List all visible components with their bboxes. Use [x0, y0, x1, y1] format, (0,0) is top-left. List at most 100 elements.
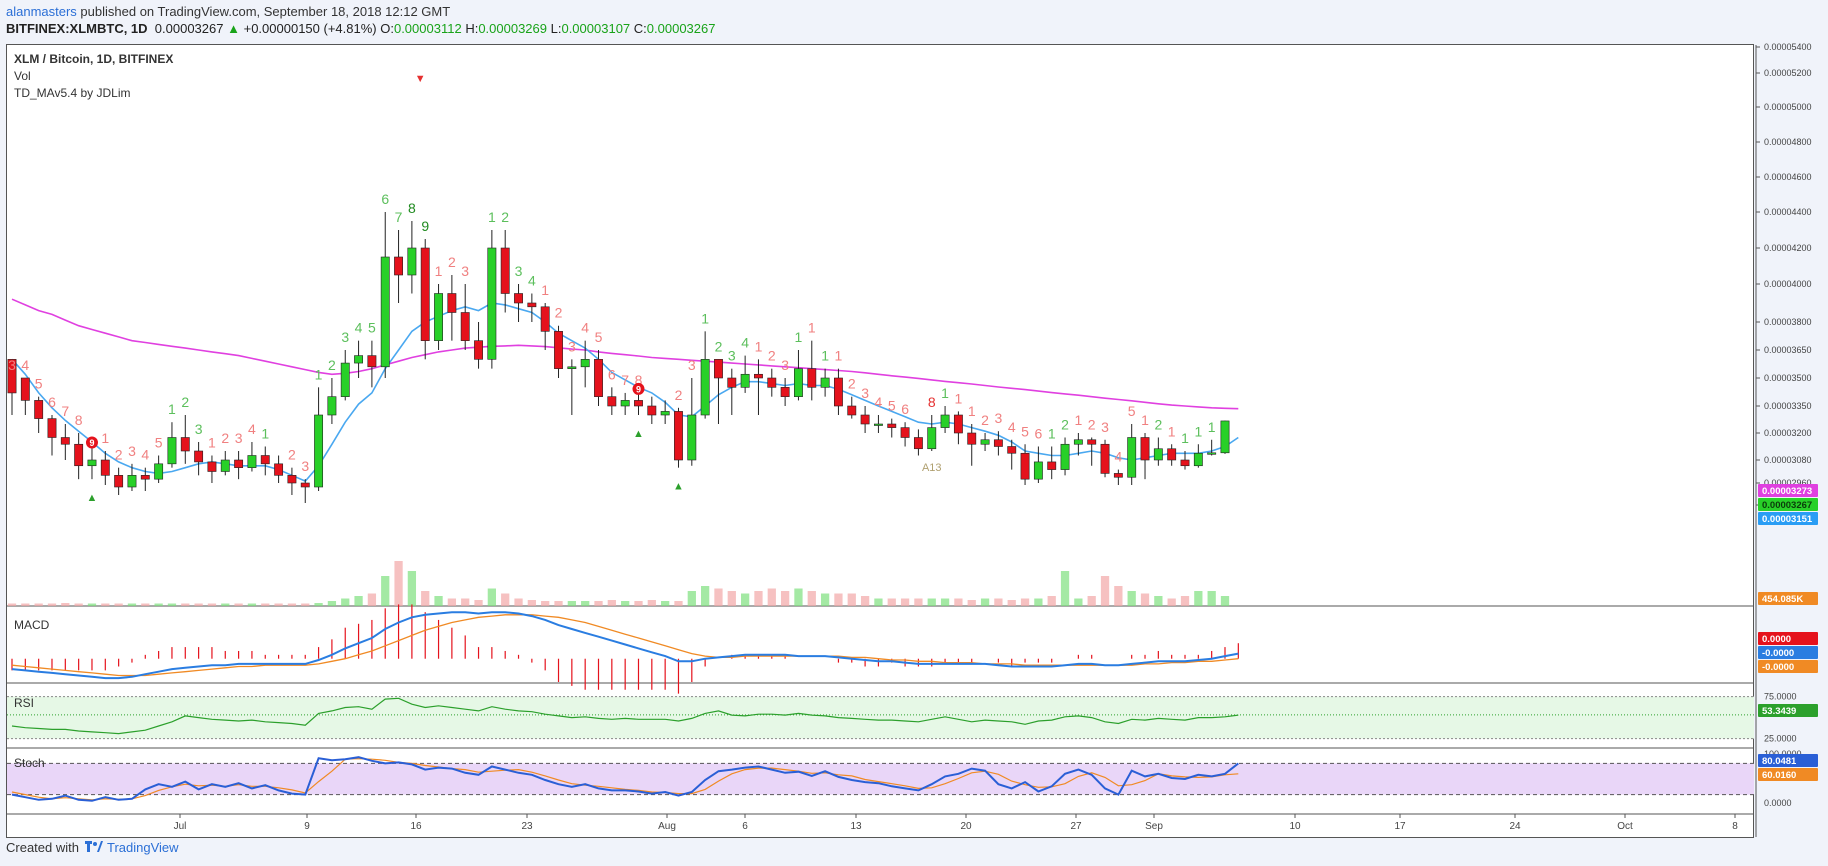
- td-count-label: 1: [755, 338, 763, 354]
- time-tick-label: 6: [742, 821, 748, 832]
- tradingview-link[interactable]: TradingView: [106, 840, 179, 855]
- price-change: +0.00000150 (+4.81%): [243, 21, 377, 36]
- volume-bar: [860, 596, 870, 606]
- td-count-label: 4: [581, 320, 589, 336]
- volume-bar: [421, 591, 430, 606]
- td-count-label: 4: [1114, 449, 1122, 465]
- price-tick-label: 0.00002960: [1764, 478, 1812, 488]
- price-tag-label: 53.3439: [1762, 706, 1796, 717]
- td-count-label: 2: [981, 412, 989, 428]
- volume-bar: [687, 591, 696, 606]
- volume-bar: [461, 598, 470, 606]
- td9-badge-label: 9: [636, 384, 641, 394]
- open-value: 0.00003112: [393, 21, 462, 36]
- candle-body: [207, 461, 217, 472]
- candle-body: [1153, 448, 1163, 461]
- volume-bar: [447, 598, 457, 606]
- td-count-label: 3: [568, 338, 576, 354]
- candle-body: [314, 414, 324, 488]
- candle-body: [940, 414, 950, 428]
- time-tick-label: Jul: [174, 821, 187, 832]
- candle-body: [420, 247, 430, 341]
- candle-body: [567, 366, 577, 369]
- price-tag: [1758, 768, 1818, 781]
- volume-bar: [820, 593, 830, 606]
- buy-signal-icon: ▲: [633, 428, 644, 440]
- candle-body: [140, 475, 150, 480]
- volume-bar: [1047, 596, 1056, 606]
- td-count-label: 3: [994, 410, 1002, 426]
- td-count-label: 2: [715, 338, 723, 354]
- price-tag-label: -0.0000: [1762, 648, 1794, 659]
- td-count-label: 1: [1194, 423, 1202, 439]
- price-tag-label: 0.00003273: [1762, 486, 1812, 497]
- author-link[interactable]: alanmasters: [6, 4, 77, 19]
- candle-body: [540, 306, 550, 332]
- volume-bar: [434, 596, 443, 606]
- volume-bar: [527, 600, 536, 606]
- td-count-label: 3: [781, 357, 789, 373]
- candle-body: [447, 293, 457, 313]
- td-count-label: 2: [848, 376, 856, 392]
- candle-body: [847, 405, 857, 416]
- td-count-label: 8: [408, 200, 416, 216]
- volume-bar: [74, 603, 83, 606]
- candle-body: [674, 411, 683, 461]
- td-count-label: 1: [955, 390, 963, 406]
- candle-body: [913, 437, 923, 450]
- volume-bar: [980, 598, 990, 606]
- volume-bar: [847, 593, 856, 606]
- sell-signal-icon: ▼: [415, 73, 426, 85]
- volume-bar: [994, 598, 1003, 606]
- candle-body: [1220, 420, 1230, 454]
- close-value: 0.00003267: [646, 21, 716, 36]
- candle-body: [980, 439, 990, 445]
- volume-bar: [1194, 591, 1203, 606]
- td-count-label: 3: [861, 385, 869, 401]
- volume-bar: [1207, 591, 1216, 606]
- td-count-label: 6: [381, 191, 389, 207]
- time-tick-label: 10: [1289, 821, 1301, 832]
- price-tick-label: 0.00004600: [1764, 172, 1812, 182]
- td-count-label: 3: [8, 357, 16, 373]
- volume-bar: [807, 591, 816, 606]
- candle-body: [1060, 443, 1070, 470]
- candle-body: [180, 437, 190, 452]
- candle-body: [740, 373, 750, 388]
- candle-body: [7, 359, 17, 394]
- price-tick-label: 0.00003350: [1764, 401, 1812, 411]
- volume-bar: [874, 598, 883, 606]
- volume-bar: [61, 603, 70, 606]
- candle-body: [554, 331, 563, 369]
- volume-bar: [21, 603, 30, 606]
- td-count-label: 2: [221, 430, 229, 446]
- td-count-label: 4: [248, 421, 256, 437]
- price-tick-label: 0.00003080: [1764, 455, 1812, 465]
- candle-body: [1113, 473, 1123, 478]
- price-tag: [1758, 498, 1818, 511]
- volume-bar: [727, 591, 736, 606]
- td-count-label: 3: [515, 263, 523, 279]
- price-tick-label: 0.00005400: [1764, 42, 1812, 52]
- candle-body: [220, 459, 230, 472]
- candle-body: [60, 437, 70, 445]
- td9-badge-icon: [632, 382, 645, 395]
- candle-body: [287, 475, 297, 484]
- td-count-label: 7: [621, 372, 629, 388]
- volume-bar: [367, 593, 377, 606]
- volume-bar: [87, 603, 97, 606]
- td-count-label: 9: [421, 218, 429, 234]
- td-count-label: 2: [1088, 417, 1096, 433]
- candle-body: [380, 256, 390, 368]
- candle-body: [873, 423, 883, 426]
- td-count-label: 1: [1074, 412, 1082, 428]
- td-count-label: 4: [21, 357, 29, 373]
- candle-body: [1007, 446, 1017, 454]
- candle-body: [100, 459, 110, 476]
- macd-signal-line: [11, 614, 1239, 677]
- candle-body: [354, 355, 364, 364]
- time-tick-label: 23: [521, 821, 533, 832]
- volume-bar: [101, 603, 110, 606]
- candle-body: [1047, 461, 1057, 470]
